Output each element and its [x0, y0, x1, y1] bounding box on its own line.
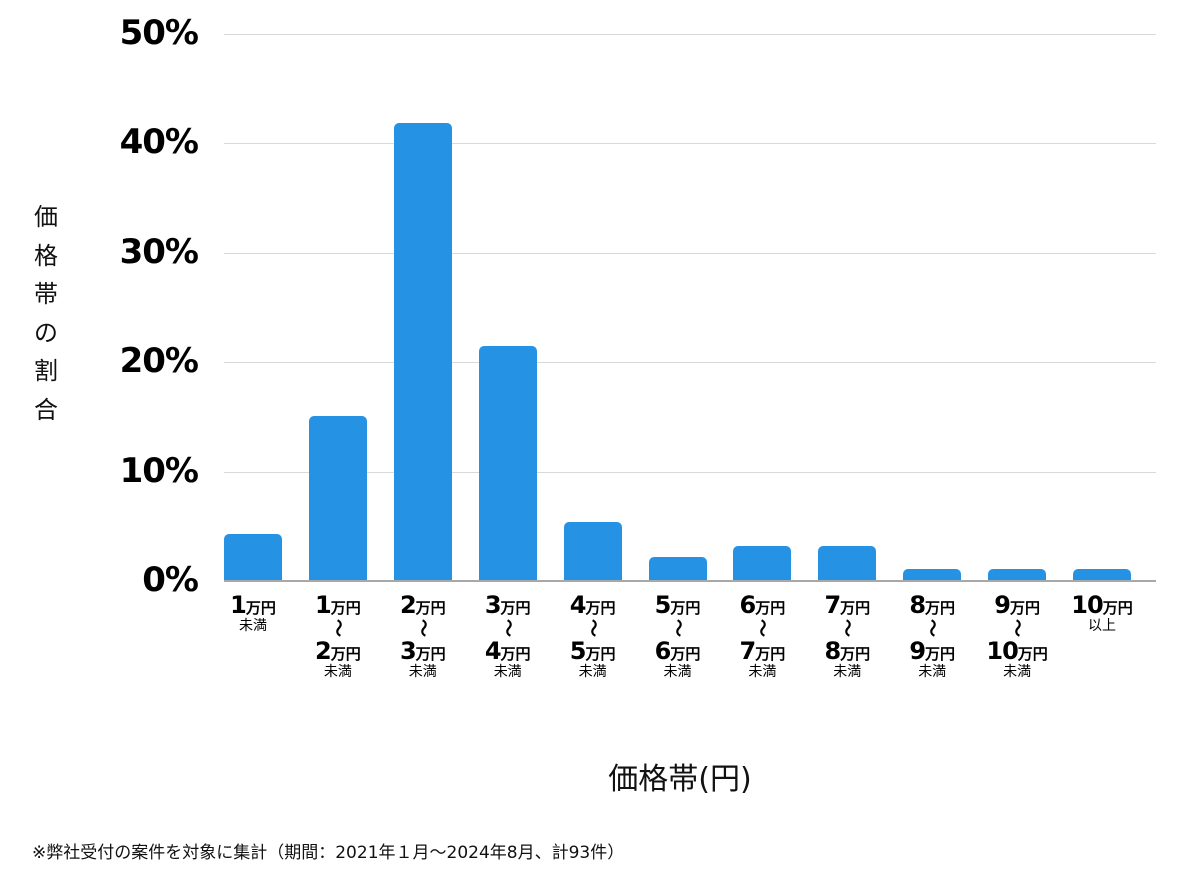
- x-category-label: 2万円〜 3万円 未満: [399, 591, 446, 680]
- y-tick-label: 0%: [142, 560, 199, 600]
- x-category-label: 10万円 以上: [1071, 591, 1133, 634]
- bar: [308, 415, 367, 581]
- x-category-label: 8万円〜 9万円 未満: [909, 591, 956, 680]
- bar: [393, 122, 452, 581]
- x-category-label: 7万円〜 8万円 未満: [824, 591, 871, 680]
- x-axis-label: 価格帯(円): [608, 762, 752, 797]
- y-tick-label: 20%: [119, 341, 199, 382]
- y-tick-label: 50%: [119, 13, 199, 53]
- bar: [903, 568, 962, 581]
- bar: [224, 533, 282, 581]
- y-tick-label: 10%: [119, 450, 199, 491]
- gridline: [224, 362, 1156, 364]
- y-tick-label: 30%: [119, 231, 199, 272]
- bar: [733, 545, 792, 581]
- x-category-label: 1万円 未満: [230, 591, 276, 634]
- bar: [648, 556, 707, 581]
- gridline: [224, 143, 1156, 145]
- y-axis-label: 価格帯の割合: [34, 203, 58, 424]
- bar: [478, 345, 537, 581]
- x-category-label: 1万円〜 2万円 未満: [315, 591, 361, 680]
- bar: [818, 545, 877, 581]
- gridline: [224, 471, 1156, 473]
- bar: [1073, 568, 1131, 581]
- x-category-label: 9万円〜 10万円 未満: [986, 591, 1048, 680]
- x-category-label: 5万円〜 6万円 未満: [654, 591, 701, 680]
- gridline: [224, 252, 1156, 254]
- bar: [563, 521, 622, 581]
- bar: [988, 568, 1047, 581]
- gridline: [224, 34, 1156, 35]
- x-category-label: 6万円〜 7万円 未満: [739, 591, 786, 680]
- x-axis-baseline: [224, 580, 1156, 582]
- footnote: ※弊社受付の案件を対象に集計（期間：2021年１月〜2024年8月、計93件）: [32, 843, 625, 863]
- y-tick-label: 40%: [119, 122, 199, 163]
- x-category-label: 3万円〜 4万円 未満: [484, 591, 531, 680]
- x-category-label: 4万円〜 5万円 未満: [569, 591, 616, 680]
